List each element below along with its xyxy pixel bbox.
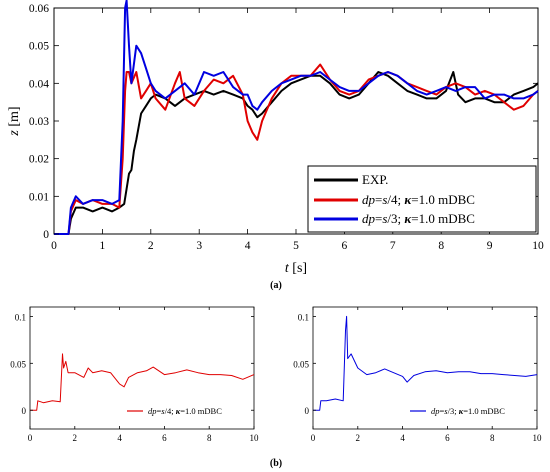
b-left-y-tick-label: 0.05 [10,359,26,369]
legend-b-left: dp=s/4; κ=1.0 mDBC [127,406,222,416]
b-left-x-tick-label: 8 [207,433,212,443]
a-series-line-2 [54,0,539,235]
chart-b-left: 0 2 4 6 8 10 0 0.05 0.1 dp=s/4; κ=1.0 mDBC [10,306,259,443]
y-ticks-b-left: 0 0.05 0.1 [10,312,254,416]
a-x-tick-label: 7 [390,240,396,252]
x-axis-label-unit: [s] [292,261,307,276]
series-group-a [54,0,539,235]
y-axis-label-a: z [m] [7,106,22,136]
panel-label-b: (b) [270,458,282,469]
a-y-tick-label: 0.04 [29,78,49,90]
x-axis-label-var: t [285,261,292,276]
a-y-tick-label: 0.05 [29,41,49,53]
b-left-y-tick-label: 0 [22,406,27,416]
b-left-x-tick-label: 4 [117,433,122,443]
y-ticks-a: 0 0.01 0.02 0.03 0.04 0.05 0.06 [29,3,538,241]
plot-frame-b-left [29,306,255,430]
y-ticks-b-right: 0 0.05 0.1 [293,312,537,416]
b-right-x-tick-label: 2 [356,433,361,443]
a-series-line-0 [54,71,539,235]
a-x-tick-label: 2 [148,240,154,252]
b-right-y-tick-label: 0 [305,406,310,416]
x-axis-label-a: t [s] [285,261,307,276]
y-axis-label-var: z [7,127,22,137]
b-right-x-tick-label: 10 [533,433,543,443]
b-left-x-tick-label: 10 [250,433,260,443]
a-y-tick-label: 0.01 [29,191,49,203]
a-x-tick-label: 1 [100,240,106,252]
x-ticks-a: 0 1 2 3 4 5 6 7 8 9 10 [51,8,544,252]
x-ticks-b-right: 0 2 4 6 8 10 [311,307,542,443]
legend-label-exp: EXP. [362,172,388,187]
b-right-y-tick-label: 0.05 [293,359,309,369]
legend-a: EXP. dp=s/4; κ=1.0 mDBC dp=s/3; κ=1.0 mD… [307,165,537,233]
series-group-b-right [313,315,538,411]
series-group-b-left [30,353,255,411]
a-x-tick-label: 9 [487,240,493,252]
a-x-tick-label: 4 [245,240,251,252]
a-y-tick-label: 0 [43,229,49,241]
b-right-x-tick-label: 0 [311,433,316,443]
panel-label-a: (a) [270,280,282,291]
a-x-tick-label: 5 [293,240,299,252]
b-left-x-tick-label: 0 [28,433,33,443]
b-right-x-tick-label: 6 [445,433,450,443]
b-left-y-tick-label: 0.1 [15,312,26,322]
chart-b-right: 0 2 4 6 8 10 0 0.05 0.1 dp=s/3; κ=1.0 mDBC [293,306,542,443]
legend-label-b-right: dp=s/3; κ=1.0 mDBC [431,406,505,416]
a-x-tick-label: 0 [51,240,57,252]
x-ticks-b-left: 0 2 4 6 8 10 [28,307,259,443]
b-left-x-tick-label: 2 [73,433,78,443]
legend-label-b-left: dp=s/4; κ=1.0 mDBC [148,406,222,416]
a-x-tick-label: 3 [196,240,202,252]
legend-label-s4: dp=s/4; κ=1.0 mDBC [362,192,475,207]
a-x-tick-label: 8 [438,240,444,252]
b-right-series-line-0 [313,315,538,411]
a-x-tick-label: 6 [342,240,348,252]
a-y-tick-label: 0.06 [29,3,49,15]
b-right-x-tick-label: 4 [400,433,405,443]
b-right-x-tick-label: 8 [490,433,495,443]
b-left-x-tick-label: 6 [162,433,167,443]
a-x-tick-label: 10 [532,240,544,252]
plot-frame-b-right [312,306,538,430]
b-right-y-tick-label: 0.1 [298,312,309,322]
y-axis-label-unit: [m] [7,106,22,126]
legend-b-right: dp=s/3; κ=1.0 mDBC [410,406,505,416]
a-y-tick-label: 0.03 [29,116,49,128]
b-left-series-line-0 [30,353,255,411]
chart-a: 0 1 2 3 4 5 6 7 8 9 10 0 0.01 0.02 0.03 0.04 0.05 0.06 t… [7,0,544,291]
a-y-tick-label: 0.02 [29,154,49,166]
legend-label-s3: dp=s/3; κ=1.0 mDBC [362,211,475,226]
